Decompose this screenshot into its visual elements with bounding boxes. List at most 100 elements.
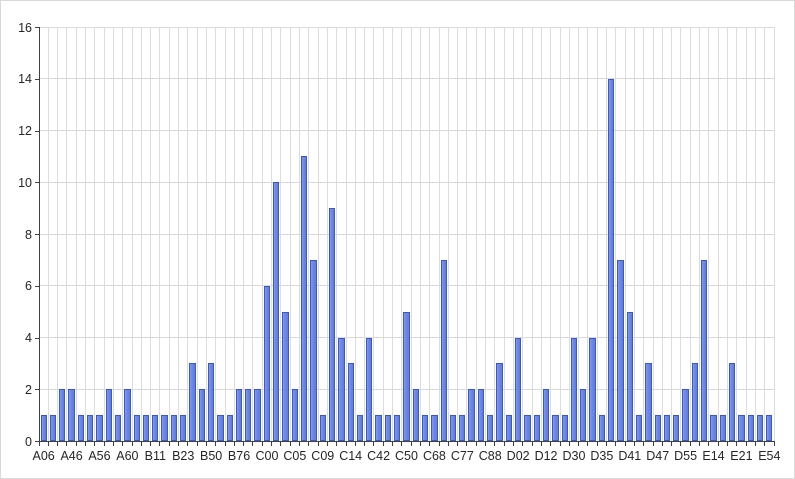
vertical-gridline <box>587 27 589 441</box>
bar <box>459 415 466 441</box>
bar <box>728 363 736 441</box>
x-axis-tick-label: D55 <box>674 449 698 463</box>
horizontal-gridline <box>39 233 774 235</box>
vertical-gridline <box>168 27 170 441</box>
bar <box>561 415 568 441</box>
bar <box>310 259 317 441</box>
vertical-gridline <box>243 27 245 441</box>
x-axis-tick <box>168 442 170 446</box>
vertical-gridline <box>57 27 59 441</box>
bar <box>403 311 410 441</box>
vertical-gridline <box>522 27 524 441</box>
vertical-gridline <box>103 27 105 441</box>
x-axis-tick <box>475 442 477 446</box>
y-axis-tick-label: 16 <box>18 20 32 35</box>
bar <box>747 415 754 441</box>
bar <box>617 259 624 441</box>
y-axis-line <box>39 27 40 442</box>
x-axis-tick-label: B23 <box>172 449 195 463</box>
vertical-gridline <box>773 27 775 441</box>
bar <box>710 415 717 441</box>
x-axis-tick <box>354 442 356 446</box>
x-axis-tick <box>289 442 291 446</box>
bar <box>449 415 457 441</box>
bar <box>766 415 773 441</box>
bar <box>524 415 531 441</box>
x-axis-tick <box>103 442 105 446</box>
x-axis-tick <box>466 442 468 446</box>
vertical-gridline <box>624 27 626 441</box>
vertical-gridline <box>224 27 226 441</box>
x-axis-tick <box>503 442 505 446</box>
vertical-gridline <box>615 27 617 441</box>
x-axis-tick <box>205 442 207 446</box>
bar <box>226 415 233 441</box>
vertical-gridline <box>336 27 338 441</box>
bar <box>589 337 596 441</box>
bar <box>263 285 271 441</box>
horizontal-gridline <box>39 181 774 183</box>
x-axis-tick <box>47 442 49 446</box>
bar <box>542 389 550 441</box>
x-axis-tick <box>606 442 608 446</box>
bar <box>468 389 475 441</box>
bar <box>40 415 47 441</box>
vertical-gridline <box>131 27 133 441</box>
vertical-gridline <box>661 27 663 441</box>
vertical-gridline <box>447 27 449 441</box>
x-axis-tick <box>187 442 189 446</box>
x-axis-tick-label: D02 <box>506 449 530 463</box>
x-axis-tick <box>689 442 691 446</box>
x-axis-tick-label: C05 <box>283 449 307 463</box>
x-axis-tick <box>578 442 580 446</box>
x-axis-tick <box>38 442 40 446</box>
vertical-gridline <box>708 27 710 441</box>
bar <box>198 389 205 441</box>
x-axis-tick <box>494 442 496 446</box>
bar <box>273 182 280 441</box>
x-axis-tick <box>66 442 68 446</box>
x-axis-tick-label: D12 <box>534 449 558 463</box>
vertical-gridline <box>66 27 68 441</box>
vertical-gridline <box>494 27 496 441</box>
x-axis-tick <box>159 442 161 446</box>
y-axis-tick-label: 12 <box>18 124 32 138</box>
horizontal-gridline <box>39 26 774 28</box>
bar <box>114 415 122 441</box>
x-axis-tick <box>745 442 747 446</box>
bar <box>701 259 708 441</box>
vertical-gridline <box>568 27 570 441</box>
vertical-gridline <box>47 27 49 441</box>
x-axis-tick-label: D47 <box>646 449 670 463</box>
vertical-gridline <box>326 27 328 441</box>
vertical-gridline <box>643 27 645 441</box>
x-axis-tick <box>615 442 617 446</box>
y-axis-tick-label: 8 <box>25 227 32 242</box>
x-axis-tick <box>75 442 77 446</box>
bar <box>356 415 364 441</box>
vertical-gridline <box>122 27 124 441</box>
x-axis-tick <box>308 442 310 446</box>
bar <box>487 415 494 441</box>
vertical-gridline <box>94 27 96 441</box>
vertical-gridline <box>550 27 552 441</box>
vertical-gridline <box>75 27 77 441</box>
x-axis-tick <box>196 442 198 446</box>
bar <box>207 363 215 441</box>
vertical-gridline <box>271 27 273 441</box>
x-axis-tick <box>243 442 245 446</box>
x-axis-tick <box>596 442 598 446</box>
x-axis-tick <box>150 442 152 446</box>
vertical-gridline <box>726 27 728 441</box>
bar <box>626 311 633 441</box>
x-axis-tick-label: C50 <box>395 449 418 463</box>
bar <box>580 389 587 441</box>
vertical-gridline <box>205 27 207 441</box>
vertical-gridline <box>187 27 189 441</box>
bar <box>59 389 66 441</box>
bar <box>496 363 503 441</box>
vertical-gridline <box>410 27 412 441</box>
vertical-gridline <box>150 27 152 441</box>
horizontal-gridline <box>39 130 774 131</box>
